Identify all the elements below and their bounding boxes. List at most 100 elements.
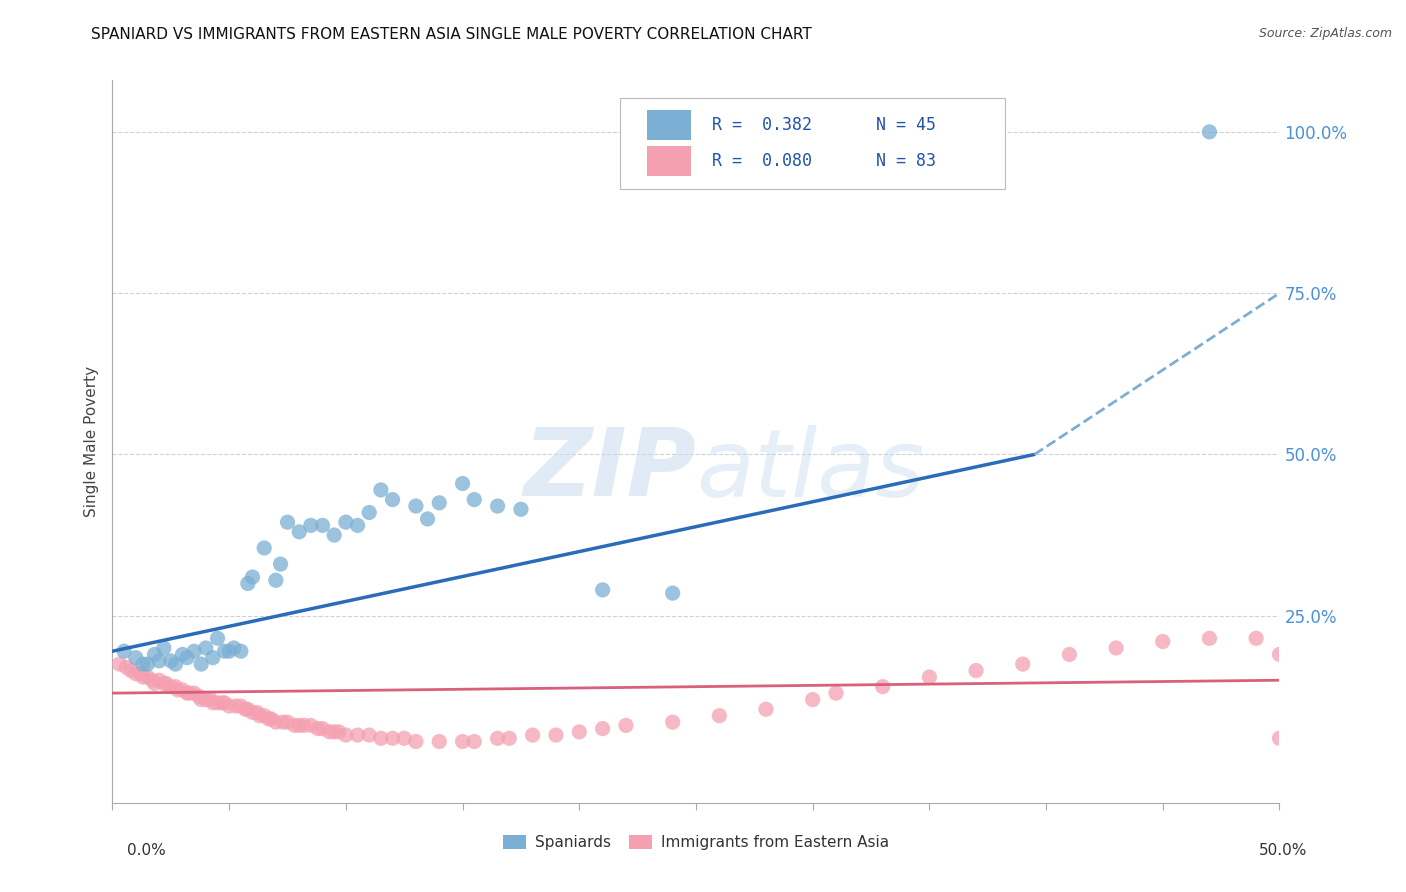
Point (509, 502, 531, 516)
Y-axis label: Single Male Poverty: Single Male Poverty (84, 366, 100, 517)
Point (271, 715, 294, 730)
Point (153, 640, 176, 655)
Point (132, 657, 155, 672)
Point (176, 650, 198, 665)
Point (522, 728, 544, 742)
Point (614, 718, 637, 732)
Point (299, 718, 322, 732)
Point (592, 722, 614, 736)
Point (172, 648, 194, 662)
Point (709, 708, 731, 723)
Text: N = 45: N = 45 (876, 116, 935, 134)
Point (160, 680, 183, 694)
FancyBboxPatch shape (620, 98, 1005, 189)
Point (143, 648, 166, 662)
Point (236, 702, 259, 716)
Legend: Spaniards, Immigrants from Eastern Asia: Spaniards, Immigrants from Eastern Asia (496, 830, 896, 856)
Point (125, 650, 148, 665)
Point (260, 712, 283, 726)
Point (172, 682, 194, 697)
Point (370, 483, 392, 497)
Point (187, 690, 209, 704)
Point (201, 650, 224, 665)
Point (136, 657, 159, 672)
Point (246, 706, 269, 720)
Point (160, 654, 183, 668)
Point (136, 670, 159, 684)
Point (451, 476, 474, 491)
Point (194, 692, 217, 706)
Point (311, 518, 333, 533)
Point (235, 702, 257, 716)
Point (498, 731, 520, 746)
Point (249, 708, 271, 723)
Point (661, 715, 683, 730)
Point (257, 712, 280, 726)
Point (318, 724, 340, 739)
Point (568, 724, 591, 739)
Point (236, 576, 259, 591)
Point (463, 734, 485, 748)
Point (229, 644, 252, 658)
Point (183, 644, 205, 658)
Point (359, 506, 381, 520)
Point (120, 664, 142, 678)
Point (755, 702, 778, 716)
Point (486, 499, 509, 513)
Point (394, 731, 416, 746)
Point (307, 722, 329, 736)
Bar (647, 110, 692, 140)
Text: ZIP: ZIP (523, 425, 696, 516)
Point (112, 644, 135, 658)
Point (283, 718, 305, 732)
Text: Source: ZipAtlas.com: Source: ZipAtlas.com (1258, 27, 1392, 40)
Point (918, 670, 941, 684)
Point (427, 496, 450, 510)
Point (229, 699, 252, 714)
Point (1011, 657, 1033, 672)
Point (381, 492, 404, 507)
Point (214, 696, 236, 710)
Point (1059, 648, 1081, 662)
Point (299, 518, 322, 533)
Point (183, 686, 205, 700)
Point (153, 676, 176, 690)
Point (129, 666, 152, 681)
Point (323, 528, 346, 542)
Point (176, 686, 198, 700)
Point (253, 708, 276, 723)
Point (143, 676, 166, 690)
Point (264, 573, 287, 587)
Point (115, 660, 138, 674)
Text: atlas: atlas (696, 425, 924, 516)
Point (405, 499, 427, 513)
Point (200, 692, 222, 706)
Text: 0.0%: 0.0% (127, 843, 166, 858)
Point (225, 699, 247, 714)
Point (190, 692, 212, 706)
Point (370, 731, 392, 746)
Point (405, 734, 427, 748)
Point (381, 731, 404, 746)
Point (253, 541, 276, 555)
Point (335, 728, 357, 742)
Point (1268, 731, 1291, 746)
Point (801, 692, 824, 706)
Point (288, 718, 311, 732)
Bar (647, 146, 692, 177)
Point (179, 686, 201, 700)
Point (451, 734, 474, 748)
Point (242, 570, 264, 584)
Point (346, 518, 368, 533)
Text: R =  0.382: R = 0.382 (713, 116, 813, 134)
Point (132, 670, 155, 684)
Point (486, 731, 509, 746)
Point (1198, 632, 1220, 646)
Point (125, 666, 148, 681)
Point (463, 492, 485, 507)
Point (148, 673, 170, 688)
Point (311, 722, 333, 736)
Point (207, 632, 229, 646)
Point (201, 696, 224, 710)
Point (214, 644, 236, 658)
